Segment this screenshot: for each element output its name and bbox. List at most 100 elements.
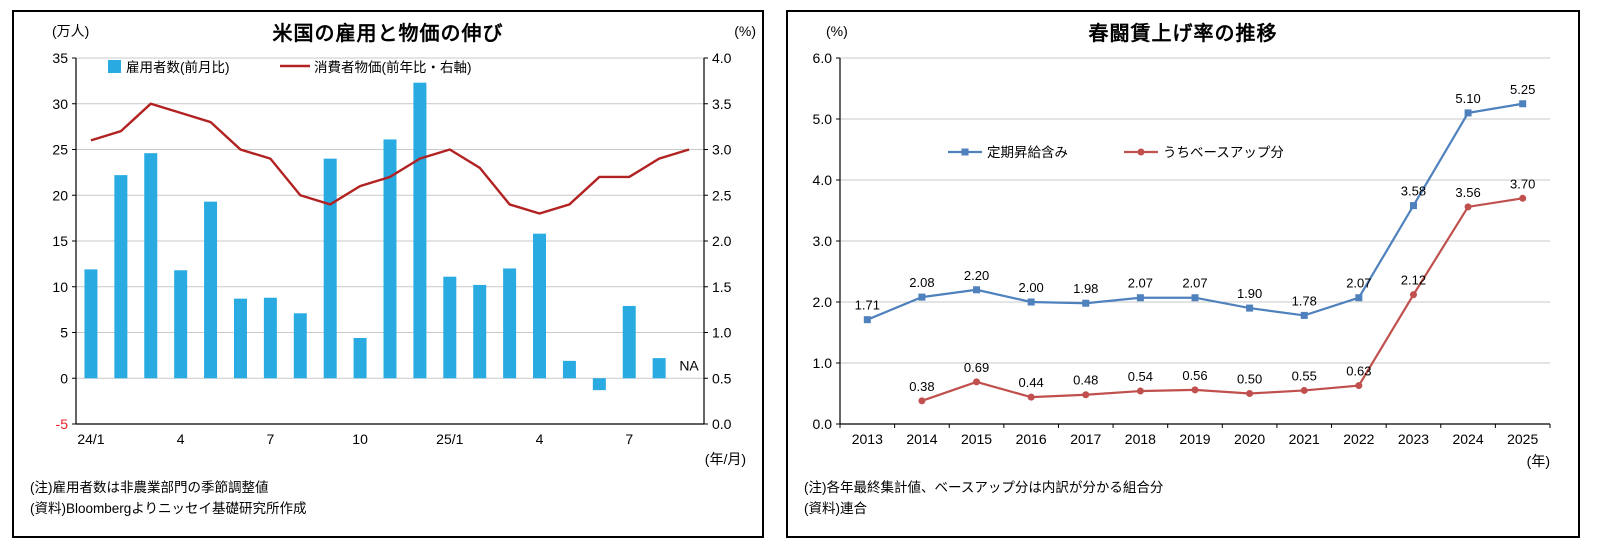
employment-bar bbox=[233, 298, 247, 379]
x-axis-tick-label: 2017 bbox=[1070, 431, 1101, 447]
y-axis-tick-label: 0.0 bbox=[813, 416, 833, 432]
right-axis-tick-label: 1.5 bbox=[712, 279, 732, 295]
data-label: 2.08 bbox=[909, 275, 934, 290]
employment-bar bbox=[443, 276, 457, 379]
left-axis-tick-label: 35 bbox=[52, 50, 68, 66]
x-axis-tick-label: 2024 bbox=[1452, 431, 1483, 447]
data-label: 0.38 bbox=[909, 379, 934, 394]
marker-circle bbox=[1136, 387, 1144, 395]
marker-circle bbox=[918, 397, 926, 405]
left-axis-unit: (万人) bbox=[52, 23, 90, 39]
marker-square bbox=[863, 316, 871, 324]
y-axis-tick-label: 2.0 bbox=[813, 294, 833, 310]
y-axis-tick-label: 3.0 bbox=[813, 233, 833, 249]
right-axis-tick-label: 1.0 bbox=[712, 325, 732, 341]
x-axis-tick-label: 7 bbox=[266, 431, 274, 447]
y-axis-unit: (%) bbox=[826, 23, 848, 39]
marker-circle bbox=[1519, 194, 1527, 202]
employment-bar bbox=[84, 269, 98, 379]
right-axis-tick-label: 4.0 bbox=[712, 50, 732, 66]
x-axis-tick-label: 2014 bbox=[906, 431, 937, 447]
data-label: 1.71 bbox=[855, 298, 880, 313]
note-line: (注)雇用者数は非農業部門の季節調整値 bbox=[30, 480, 269, 495]
employment-bar bbox=[592, 378, 606, 391]
x-axis-tick-label: 2016 bbox=[1016, 431, 1047, 447]
employment-bar bbox=[323, 158, 337, 379]
x-axis-tick-label: 25/1 bbox=[436, 431, 463, 447]
data-label: 0.50 bbox=[1237, 372, 1262, 387]
right-axis-tick-label: 2.5 bbox=[712, 187, 732, 203]
legend-marker-square bbox=[961, 148, 969, 156]
employment-bar bbox=[562, 360, 576, 379]
x-axis-tick-label: 2015 bbox=[961, 431, 992, 447]
marker-circle bbox=[1355, 382, 1363, 390]
employment-bar bbox=[204, 201, 218, 379]
data-label: 2.07 bbox=[1128, 276, 1153, 291]
y-axis-tick-label: 5.0 bbox=[813, 111, 833, 127]
x-axis-tick-label: 4 bbox=[536, 431, 544, 447]
employment-bar bbox=[503, 268, 517, 379]
left-chart-notes: (注)雇用者数は非農業部門の季節調整値 (資料)Bloombergよりニッセイ基… bbox=[16, 478, 760, 520]
data-label: 1.90 bbox=[1237, 286, 1262, 301]
note-line: (資料)連合 bbox=[804, 500, 867, 516]
employment-bar bbox=[383, 139, 397, 379]
x-axis-tick-label: 7 bbox=[625, 431, 633, 447]
marker-circle bbox=[1300, 386, 1308, 394]
data-label: 2.12 bbox=[1401, 273, 1426, 288]
employment-bar bbox=[473, 284, 487, 379]
left-axis-tick-label: 20 bbox=[52, 187, 68, 203]
data-label: 2.20 bbox=[964, 268, 989, 283]
employment-bar bbox=[174, 270, 188, 379]
data-label: 3.70 bbox=[1510, 176, 1535, 191]
marker-circle bbox=[973, 378, 981, 386]
data-label: 0.54 bbox=[1128, 369, 1153, 384]
y-axis-tick-label: 1.0 bbox=[813, 355, 833, 371]
cpi-line bbox=[90, 102, 690, 215]
y-axis-tick-label: 6.0 bbox=[813, 50, 833, 66]
employment-bar bbox=[652, 358, 666, 379]
marker-circle bbox=[1027, 393, 1035, 401]
legend-label-employment: 雇用者数(前月比) bbox=[126, 59, 230, 75]
left-axis-tick-label: 5 bbox=[60, 325, 68, 341]
marker-square bbox=[1464, 109, 1472, 117]
right-axis-tick-label: 3.0 bbox=[712, 142, 732, 158]
data-label: 2.07 bbox=[1182, 276, 1207, 291]
data-label: 0.48 bbox=[1073, 373, 1098, 388]
data-label: 5.25 bbox=[1510, 82, 1535, 97]
left-axis-tick-label: 10 bbox=[52, 279, 68, 295]
na-label: NA bbox=[679, 357, 699, 373]
x-axis-tick-label: 2019 bbox=[1179, 431, 1210, 447]
x-axis-unit: (年/月) bbox=[705, 451, 746, 467]
employment-bar bbox=[622, 305, 636, 379]
left-axis-tick-label: -5 bbox=[56, 416, 69, 432]
shunto-wage-chart: 0.0 1.0 2.0 3.0 4.0 5.0 6.0 2013 2014 2015 2016 201… bbox=[813, 50, 1551, 469]
employment-bar bbox=[114, 175, 128, 379]
employment-bar bbox=[293, 313, 307, 379]
legend-swatch-bars bbox=[108, 60, 121, 73]
x-axis-tick-label: 10 bbox=[352, 431, 368, 447]
x-axis-tick-label: 2022 bbox=[1343, 431, 1374, 447]
right-chart-title: 春闘賃上げ率の推移 bbox=[1088, 22, 1278, 45]
right-axis-tick-label: 0.0 bbox=[712, 416, 732, 432]
data-label: 5.10 bbox=[1455, 91, 1480, 106]
marker-square bbox=[918, 293, 926, 301]
data-label: 0.69 bbox=[964, 360, 989, 375]
y-axis-tick-label: 4.0 bbox=[813, 172, 833, 188]
employment-bar bbox=[263, 297, 277, 379]
marker-square bbox=[1355, 294, 1363, 302]
left-axis-tick-label: 25 bbox=[52, 142, 68, 158]
data-label: 0.63 bbox=[1346, 364, 1371, 379]
note-line: (注)各年最終集計値、ベースアップ分は内訳が分かる組合分 bbox=[804, 480, 1164, 495]
marker-circle bbox=[1191, 386, 1199, 394]
x-axis-unit: (年) bbox=[1527, 453, 1550, 469]
data-label: 2.00 bbox=[1018, 280, 1043, 295]
x-axis-tick-label: 2013 bbox=[852, 431, 883, 447]
marker-square bbox=[1246, 304, 1254, 312]
employment-bar bbox=[353, 337, 367, 379]
x-axis-tick-label: 24/1 bbox=[77, 431, 104, 447]
data-label: 0.55 bbox=[1292, 368, 1317, 383]
marker-square bbox=[1300, 311, 1308, 319]
data-label: 0.56 bbox=[1182, 368, 1207, 383]
marker-square bbox=[1409, 202, 1417, 210]
